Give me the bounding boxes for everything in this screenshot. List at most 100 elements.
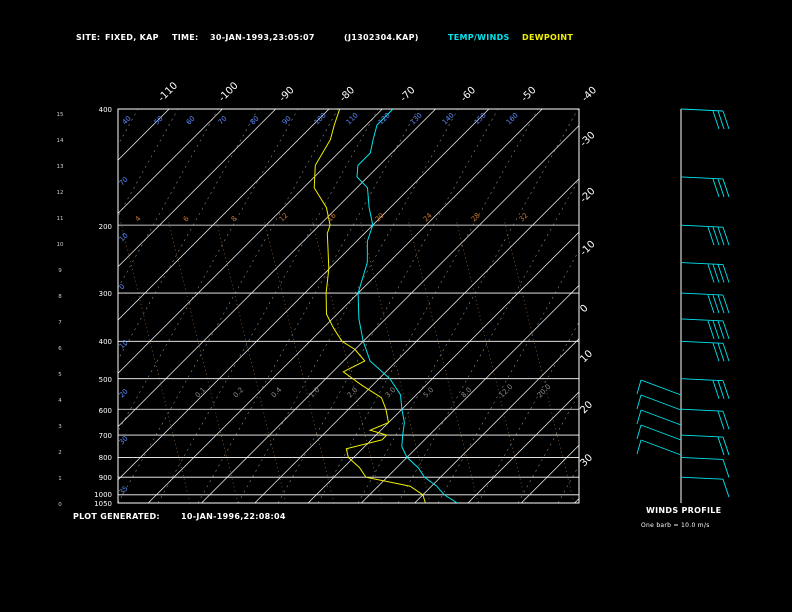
height-km-label: 13 bbox=[57, 164, 64, 170]
dewpoint-profile-line bbox=[313, 109, 426, 503]
isotherm-line bbox=[118, 109, 276, 268]
isotherm-right-label: -10 bbox=[578, 239, 597, 258]
time-value: 30-JAN-1993,23:05:07 bbox=[210, 33, 315, 42]
height-km-label: 9 bbox=[58, 268, 62, 274]
isotherm-top-label: -90 bbox=[277, 85, 296, 104]
wind-barb-flag bbox=[717, 411, 725, 430]
theta-label: 90 bbox=[281, 114, 293, 126]
wind-barb-staff-low bbox=[640, 439, 682, 456]
isotherm-line bbox=[467, 391, 579, 503]
isotherm-line bbox=[521, 444, 579, 503]
isotherm-right-label: 0 bbox=[578, 303, 590, 315]
wind-barb-staff-low bbox=[640, 409, 682, 426]
pressure-tick-label: 200 bbox=[99, 223, 112, 231]
mixing-ratio-line bbox=[119, 218, 191, 503]
mixing-ratio-low-label: 0.2 bbox=[232, 386, 246, 400]
theta-label: 110 bbox=[345, 111, 360, 126]
plot-frame bbox=[117, 108, 580, 504]
isotherm-top-label: -70 bbox=[398, 85, 417, 104]
legend-dewpoint: DEWPOINT bbox=[522, 33, 574, 42]
wind-barb-staff bbox=[680, 292, 724, 296]
theta-label: 80 bbox=[249, 114, 261, 126]
dry-adiabat bbox=[118, 109, 139, 146]
isotherm-right-label: -20 bbox=[578, 186, 597, 205]
isotherm-top-label: -100 bbox=[217, 80, 241, 104]
isotherm-line bbox=[118, 109, 170, 161]
temperature-profile-line bbox=[356, 109, 458, 503]
isotherm-right-label: 30 bbox=[578, 452, 595, 469]
wind-barb-staff-low bbox=[640, 379, 682, 396]
pressure-tick-label: 300 bbox=[99, 290, 112, 298]
wind-barb-flag bbox=[722, 294, 730, 314]
isotherm-line bbox=[788, 109, 792, 503]
pressure-tick-label: 400 bbox=[99, 338, 112, 346]
wind-barb-flag bbox=[722, 264, 730, 283]
theta-label: 40 bbox=[121, 114, 133, 126]
file-name: (J1302304.KAP) bbox=[344, 33, 419, 42]
wind-barb-flag bbox=[717, 343, 725, 362]
wind-barb-flag bbox=[707, 320, 715, 340]
wind-barb-flag bbox=[712, 320, 720, 340]
wind-barb-flag-low bbox=[636, 439, 642, 455]
time-label: TIME: bbox=[172, 33, 199, 42]
wind-barb-flag bbox=[712, 343, 720, 362]
theta-left-label: 20 bbox=[118, 387, 130, 399]
mixing-ratio-low-label: 1.0 bbox=[308, 386, 322, 400]
height-km-label: 15 bbox=[57, 112, 64, 118]
height-km-label: 11 bbox=[57, 216, 64, 222]
isotherm-line bbox=[118, 109, 330, 321]
isotherm-line bbox=[361, 284, 579, 503]
isotherm-top-label: -110 bbox=[156, 80, 180, 104]
wind-barb-flag-low bbox=[636, 409, 642, 425]
mixing-ratio-line bbox=[311, 218, 383, 503]
isotherm-line bbox=[201, 125, 579, 503]
wind-barb-flag bbox=[712, 227, 720, 246]
wind-barb-flag bbox=[717, 436, 725, 456]
wind-barb-flag-low bbox=[636, 394, 642, 410]
wind-barb-flag bbox=[707, 264, 715, 283]
isotherm-top-label: -40 bbox=[580, 85, 599, 104]
theta-label: 60 bbox=[185, 114, 197, 126]
isotherm-top-label: -80 bbox=[338, 85, 357, 104]
height-km-label: 8 bbox=[58, 294, 62, 300]
isotherm-top-label: -50 bbox=[519, 85, 538, 104]
mixing-ratio-label: 20 bbox=[374, 211, 386, 223]
wind-barb-flag bbox=[722, 343, 730, 362]
theta-label: 160 bbox=[505, 111, 520, 126]
dry-adiabat bbox=[718, 109, 792, 503]
dry-adiabat bbox=[197, 109, 419, 503]
wind-barb-staff bbox=[680, 476, 724, 480]
mixing-ratio-line bbox=[455, 218, 527, 503]
wind-barb-flag bbox=[722, 110, 730, 130]
dry-adiabat bbox=[237, 109, 459, 503]
mixing-ratio-line bbox=[215, 218, 287, 503]
mixing-ratio-line bbox=[263, 218, 335, 503]
wind-barb-flag bbox=[717, 380, 725, 399]
theta-label: 140 bbox=[441, 111, 456, 126]
isotherm-line bbox=[118, 109, 436, 428]
dry-adiabat bbox=[277, 109, 499, 503]
height-km-label: 3 bbox=[58, 424, 62, 430]
mixing-ratio-low-label: 12.0 bbox=[498, 383, 515, 400]
theta-left-label: 10 bbox=[118, 231, 130, 243]
wind-barb-flag bbox=[722, 459, 730, 478]
wind-barb-flag bbox=[707, 294, 715, 314]
isotherm-line bbox=[0, 109, 9, 503]
dry-adiabat bbox=[0, 109, 98, 503]
mixing-ratio-line bbox=[503, 218, 575, 503]
wind-barb-flag bbox=[712, 178, 720, 198]
isotherm-line bbox=[118, 109, 223, 214]
wind-barb-flag-low bbox=[636, 379, 642, 395]
dry-adiabat bbox=[517, 393, 579, 503]
dry-adiabat bbox=[477, 321, 579, 503]
isotherm-line bbox=[735, 109, 792, 503]
mixing-ratio-low-label: 20.0 bbox=[536, 383, 553, 400]
height-km-label: 6 bbox=[58, 346, 62, 352]
mixing-ratio-low-label: 8.0 bbox=[460, 386, 474, 400]
pressure-tick-label: 700 bbox=[99, 432, 112, 440]
mixing-ratio-label: 24 bbox=[422, 211, 434, 223]
wind-barb-staff bbox=[680, 176, 724, 180]
isotherm-line bbox=[414, 338, 579, 503]
isotherm-line bbox=[681, 109, 792, 503]
